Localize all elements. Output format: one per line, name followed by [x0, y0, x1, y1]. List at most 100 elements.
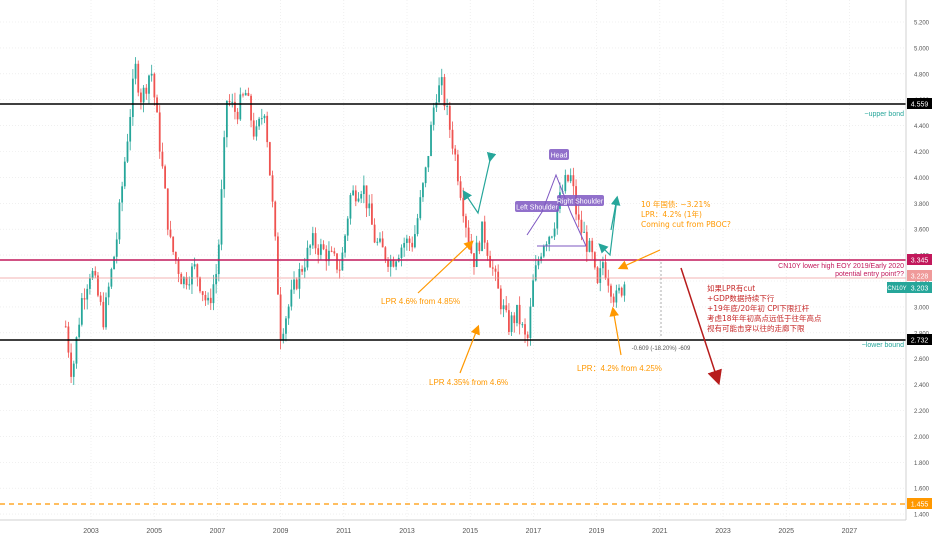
- candle-body: [491, 267, 494, 269]
- candle-body: [542, 246, 545, 257]
- candle-body: [607, 278, 610, 286]
- candle-body: [317, 248, 320, 255]
- entry-point-tag-label: 3.228: [911, 274, 929, 281]
- annotation-pboc-line-1: 10 年国债: ~3.21%: [641, 199, 710, 209]
- candle-body: [185, 277, 188, 286]
- time-axis[interactable]: 2003 2005 2007 2009 2011 2013 2015 2017 2019 2021…: [0, 519, 932, 550]
- candle-body: [346, 218, 349, 236]
- candle-body: [481, 221, 483, 252]
- candle-body: [403, 242, 406, 248]
- candle-body: [454, 148, 457, 155]
- annotations: LPR 4.6% from 4.85% LPR 4.35% from 4.6% …: [381, 199, 822, 387]
- candle-body: [373, 224, 376, 243]
- candle-body: [486, 242, 489, 256]
- x-tick-label: 2017: [526, 528, 542, 535]
- red-arrow-down: [680, 267, 722, 386]
- candle-body: [255, 126, 258, 137]
- candle-body: [360, 194, 363, 199]
- candle-body: [395, 261, 397, 267]
- candle-body: [591, 240, 594, 253]
- candle-body: [430, 124, 432, 156]
- candle-body: [516, 304, 518, 324]
- candle-body: [365, 185, 368, 209]
- candle-body: [129, 116, 132, 142]
- candle-body: [290, 289, 293, 307]
- measurement-label: -0.609 (-18.20%) -609: [632, 346, 691, 352]
- x-tick-label: 2019: [589, 528, 605, 535]
- candle-body: [540, 256, 543, 261]
- candle-body: [225, 100, 228, 138]
- lower-bound-tag-label: 2.732: [911, 338, 929, 345]
- candle-body: [567, 175, 569, 182]
- candle-body: [158, 112, 161, 152]
- green-arrow-2019: [598, 197, 618, 257]
- price-axis[interactable]: 5.2005.0004.8004.6004.4004.2004.0003.800…: [887, 0, 932, 550]
- annotation-pboc-line-2: LPR：4.2% (1年): [641, 209, 702, 219]
- candle-body: [314, 233, 317, 249]
- lower-high-note: CN10Y lower high EOY 2019/Early 2020: [778, 263, 904, 270]
- x-tick-label: 2007: [210, 528, 226, 535]
- candle-body: [328, 250, 330, 262]
- candle-body: [623, 284, 626, 296]
- candle-body: [83, 298, 86, 300]
- candle-body: [150, 73, 153, 76]
- orange-arrow-pboc: [617, 249, 661, 270]
- candle-body: [510, 315, 513, 332]
- candle-body: [252, 120, 255, 137]
- candle-body: [556, 208, 559, 229]
- candle-body: [422, 183, 424, 198]
- candle-body: [505, 305, 508, 311]
- candle-body: [521, 324, 524, 326]
- candle-body: [142, 87, 145, 103]
- candle-body: [588, 240, 591, 252]
- candle-body: [502, 305, 505, 310]
- candle-body: [88, 278, 91, 289]
- current-price-tag: [907, 282, 932, 293]
- x-tick-label: 2005: [146, 528, 162, 535]
- y-tick-label: 3.600: [914, 228, 930, 234]
- candle-body: [341, 252, 344, 271]
- candle-body: [285, 318, 287, 334]
- candle-body: [612, 296, 615, 303]
- candle-body: [298, 268, 301, 289]
- orange-arrow-4-6: [417, 240, 474, 294]
- candle-body: [148, 75, 150, 94]
- candle-body: [234, 101, 236, 112]
- candle-body: [405, 238, 408, 243]
- candle-body: [322, 244, 325, 250]
- candle-body: [545, 244, 548, 247]
- candle-body: [180, 273, 183, 285]
- y-tick-label: 4.000: [914, 176, 930, 182]
- candle-body: [199, 277, 201, 292]
- candle-body: [618, 287, 620, 291]
- candle-body: [99, 295, 102, 302]
- candle-body: [220, 189, 223, 245]
- candle-body: [585, 231, 588, 252]
- green-arrow-2015: [462, 151, 497, 215]
- lower-high-tag: [907, 254, 932, 265]
- candle-body: [524, 324, 526, 335]
- candle-body: [381, 238, 384, 248]
- candle-body: [392, 260, 395, 267]
- candle-body: [416, 218, 419, 235]
- candle-body: [247, 92, 250, 96]
- annotation-lpr-4-2: LPR：4.2% from 4.25%: [577, 364, 662, 373]
- y-tick-label: 5.000: [914, 46, 930, 52]
- candle-body: [134, 63, 137, 79]
- candle-body: [432, 107, 435, 125]
- y-tick-label: 4.200: [914, 150, 930, 156]
- candle-body: [333, 251, 336, 254]
- candle-body: [620, 287, 623, 296]
- candle-body: [91, 270, 94, 279]
- candle-body: [204, 294, 207, 301]
- upper-bound-tag: [907, 98, 932, 109]
- annotation-left-shoulder: Left Shoulder: [516, 205, 558, 212]
- candle-body: [462, 197, 465, 217]
- candle-body: [564, 175, 567, 192]
- candle-body: [94, 270, 97, 276]
- candle-body: [440, 77, 443, 86]
- annotation-chinese-line-1: 如果LPR有cut: [707, 283, 755, 293]
- y-tick-label: 2.200: [914, 409, 930, 415]
- orange-arrow-4-2: [609, 306, 622, 356]
